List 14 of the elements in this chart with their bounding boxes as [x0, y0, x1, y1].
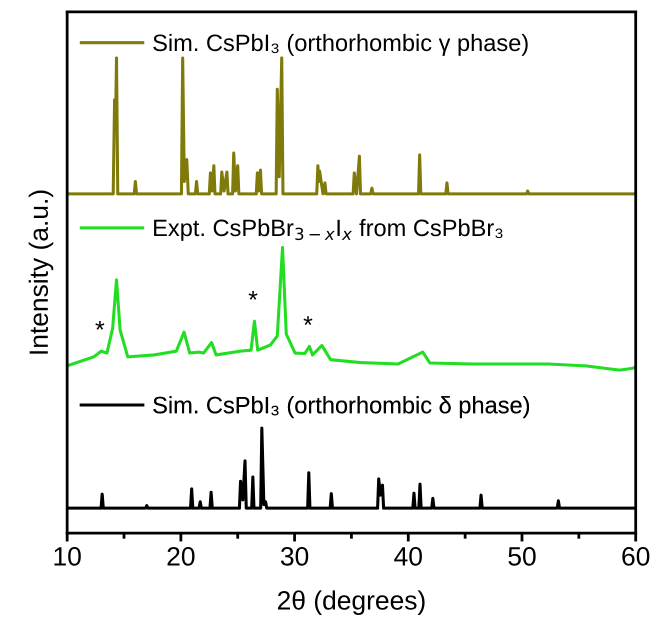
x-tick-label: 10 — [54, 547, 81, 566]
annotation: * — [95, 320, 104, 330]
x-tick-label: 20 — [168, 547, 195, 566]
annotation: * — [304, 316, 312, 325]
x-tick-label: 40 — [394, 547, 422, 566]
legend-label: Expt. CsPbBr$_{3−x}$I$_{x}$ from CsPbBr₃ — [154, 218, 502, 241]
legend-label: Sim. CsPbI₃ (orthorhombic δ phase) — [153, 396, 530, 418]
y-axis-title: Intensity (a.u.) — [28, 190, 54, 354]
x-tick-label: 50 — [508, 547, 536, 566]
x-tick-label: 30 — [280, 547, 308, 566]
legend-label: Sim. CsPbI₃ (orthorhombic γ phase) — [153, 34, 528, 56]
x-tick-label: 60 — [622, 547, 650, 566]
x-axis-title: 2θ (degrees) — [278, 590, 425, 615]
annotation: * — [248, 291, 258, 300]
